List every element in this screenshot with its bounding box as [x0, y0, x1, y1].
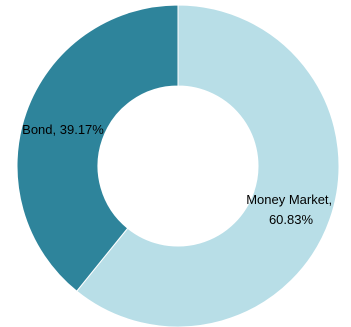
data-label-bond-line1: Bond, 39.17%: [22, 122, 104, 137]
data-labels: Money Market, 60.83% Bond, 39.17%: [22, 122, 336, 227]
data-label-money-market: Money Market, 60.83%: [246, 192, 336, 227]
data-label-money-market-line1: Money Market,: [246, 192, 332, 207]
data-label-bond: Bond, 39.17%: [22, 122, 104, 137]
slice-money-market: [76, 4, 340, 327]
data-label-money-market-line2: 60.83%: [269, 212, 314, 227]
slice-bond: [16, 4, 179, 292]
donut-slices: [16, 4, 340, 327]
